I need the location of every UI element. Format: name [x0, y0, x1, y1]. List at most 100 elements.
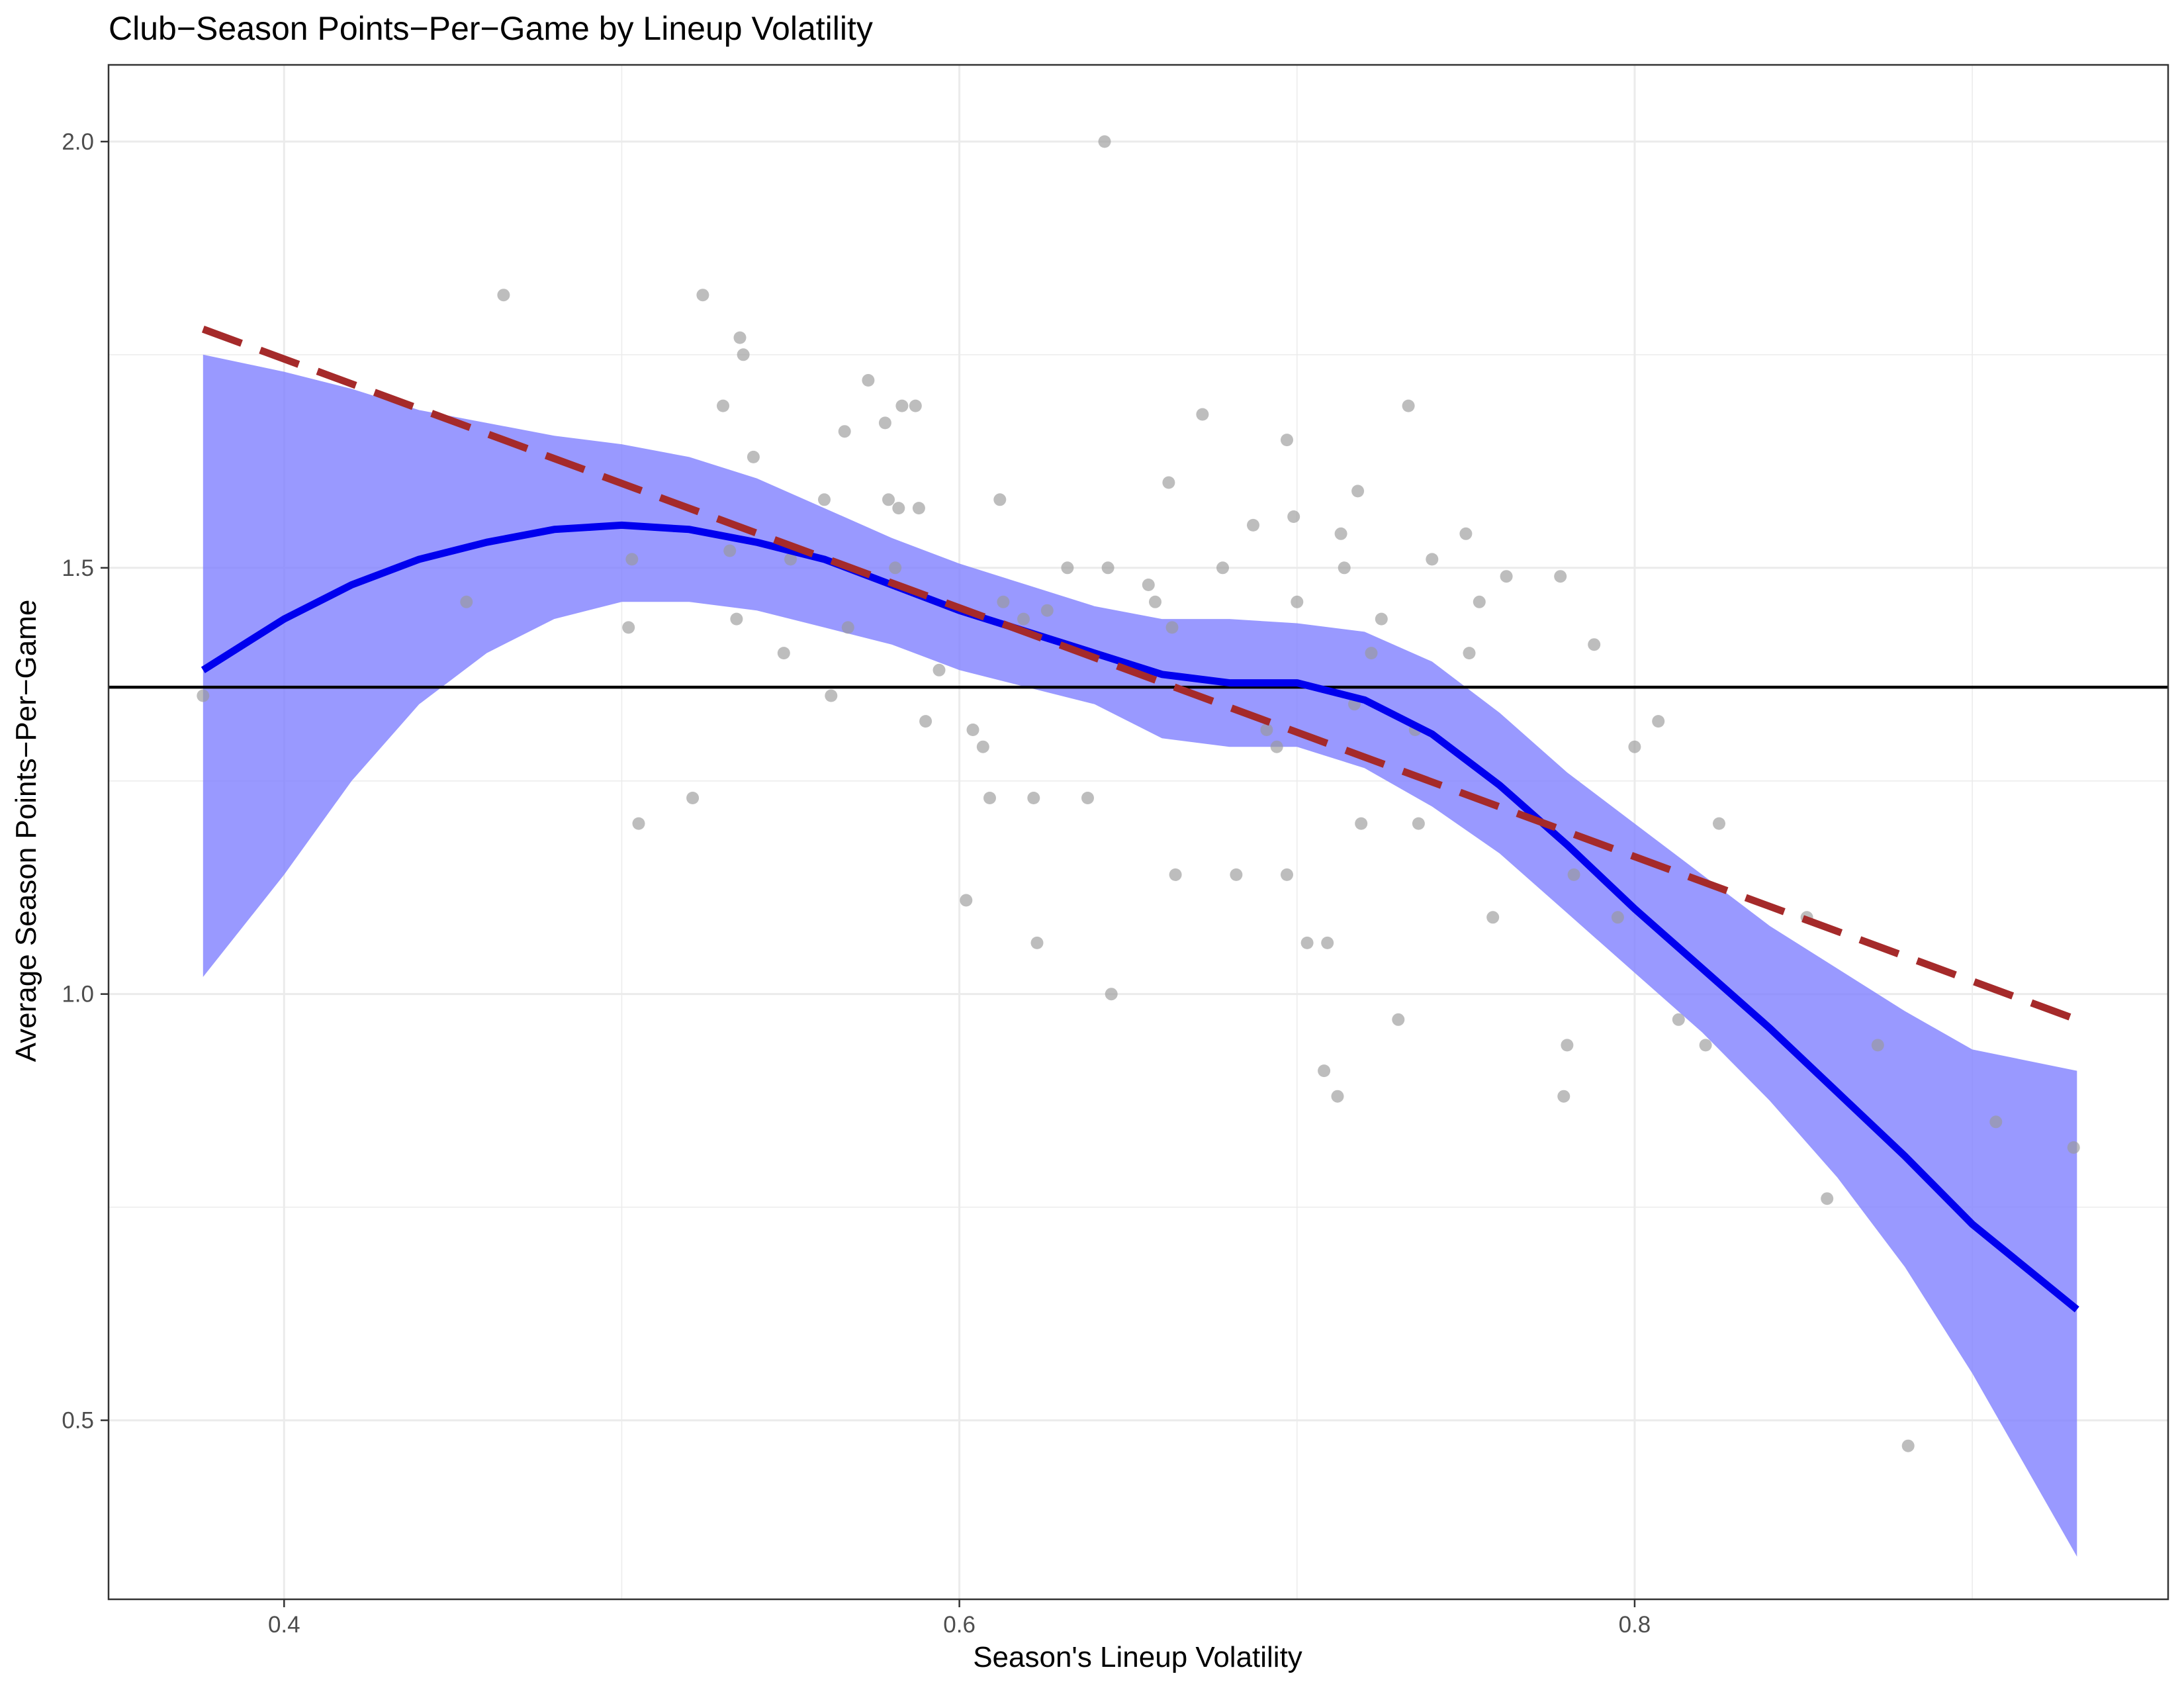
scatter-point	[1291, 595, 1304, 608]
scatter-point	[1030, 936, 1044, 949]
scatter-point	[966, 724, 979, 736]
scatter-point	[1098, 135, 1111, 148]
x-tick-label: 0.4	[268, 1612, 300, 1638]
scatter-point	[1142, 579, 1155, 591]
scatter-point	[784, 553, 797, 566]
scatter-point	[1426, 553, 1439, 566]
scatter-point	[1821, 1192, 1834, 1205]
scatter-point	[960, 894, 973, 907]
scatter-point	[1901, 1439, 1915, 1452]
scatter-point	[197, 689, 210, 702]
scatter-point	[912, 502, 925, 515]
scatter-point	[2067, 1141, 2080, 1154]
scatter-point	[909, 399, 922, 412]
y-tick-label: 1.5	[62, 555, 94, 581]
scatter-point	[862, 374, 875, 387]
scatter-point	[1611, 911, 1624, 924]
scatter-point	[997, 595, 1010, 608]
x-axis-title: Season's Lineup Volatility	[973, 1641, 1302, 1673]
scatter-point	[1355, 817, 1368, 830]
y-tick-label: 1.0	[62, 982, 94, 1008]
scatter-point	[1027, 792, 1040, 804]
scatter-point	[1260, 724, 1273, 736]
scatter-point	[983, 792, 996, 804]
scatter-point	[1247, 518, 1259, 532]
scatter-point	[730, 612, 743, 626]
scatter-point	[1287, 510, 1300, 523]
scatter-point	[818, 493, 831, 506]
y-tick-label: 0.5	[62, 1408, 94, 1434]
scatter-point	[1169, 868, 1182, 881]
scatter-point	[1473, 595, 1486, 608]
x-tick-label: 0.6	[943, 1612, 976, 1638]
scatter-point	[1588, 638, 1601, 651]
scatter-point	[882, 493, 895, 506]
scatter-point	[1162, 476, 1175, 489]
scatter-point	[1463, 647, 1476, 660]
y-axis-title: Average Season Points−Per−Game	[10, 600, 42, 1062]
scatter-point	[1412, 817, 1425, 830]
confidence-band	[203, 354, 2077, 1557]
scatter-point	[1230, 868, 1243, 881]
scatter-point	[723, 544, 737, 557]
scatter-point	[1567, 868, 1580, 881]
scatter-point	[976, 740, 989, 753]
scatter-point	[1989, 1115, 2003, 1129]
scatter-point	[747, 450, 760, 463]
scatter-point	[1459, 527, 1473, 540]
fit-lines-layer	[109, 326, 2168, 1313]
scatter-point	[622, 621, 635, 634]
scatter-point	[1270, 740, 1283, 753]
scatter-point	[1486, 911, 1500, 924]
chart-title: Club−Season Points−Per−Game by Lineup Vo…	[109, 10, 873, 47]
scatter-point	[895, 399, 909, 412]
scatter-point	[1281, 868, 1293, 881]
scatter-point	[1500, 570, 1513, 583]
scatter-point	[1105, 988, 1118, 1001]
scatter-point	[460, 595, 473, 608]
scatter-point	[1149, 595, 1161, 608]
scatter-point	[1672, 1013, 1685, 1026]
scatter-point	[1557, 1090, 1570, 1103]
scatter-point	[632, 817, 645, 830]
scatter-point	[686, 792, 700, 804]
scatter-point	[1321, 936, 1334, 949]
scatter-point	[696, 289, 709, 302]
scatter-point	[825, 689, 838, 702]
scatter-point	[878, 416, 891, 430]
scatter-point	[1017, 612, 1030, 626]
scatter-point	[1331, 1090, 1344, 1103]
scatter-point	[1318, 1064, 1331, 1078]
scatter-point	[841, 621, 854, 634]
scatter-point	[933, 663, 946, 677]
scatter-point	[497, 289, 510, 302]
linear-fit-line	[201, 326, 2079, 1023]
scatter-point	[1871, 1039, 1884, 1052]
scatter-point	[1061, 561, 1074, 575]
scatter-point	[1081, 792, 1094, 804]
scatter-point	[1040, 604, 1054, 617]
scatter-points	[197, 135, 2080, 1452]
axis-ticks: 0.4 0.6 0.8 0.5 1.0 1.5 2.0	[62, 129, 1651, 1638]
y-tick-label: 2.0	[62, 129, 94, 155]
scatter-point	[733, 331, 747, 344]
scatter-point	[1375, 612, 1388, 626]
confidence-band-layer	[203, 354, 2077, 1557]
scatter-point	[1699, 1039, 1712, 1052]
scatter-point	[1402, 399, 1415, 412]
scatter-point	[1652, 715, 1665, 728]
scatter-point	[1101, 561, 1115, 575]
scatter-point	[1334, 527, 1347, 540]
scatter-point	[838, 425, 851, 438]
scatter-point	[1216, 561, 1229, 575]
scatter-point	[1196, 408, 1209, 421]
panel-border	[107, 64, 2169, 1601]
scatter-point	[1554, 570, 1567, 583]
scatter-point	[1351, 485, 1365, 498]
scatter-point	[737, 348, 750, 361]
scatter-point	[777, 647, 790, 660]
scatter-point	[717, 399, 729, 412]
scatter-point	[892, 502, 905, 515]
smooth-fit-line	[201, 521, 2079, 1313]
